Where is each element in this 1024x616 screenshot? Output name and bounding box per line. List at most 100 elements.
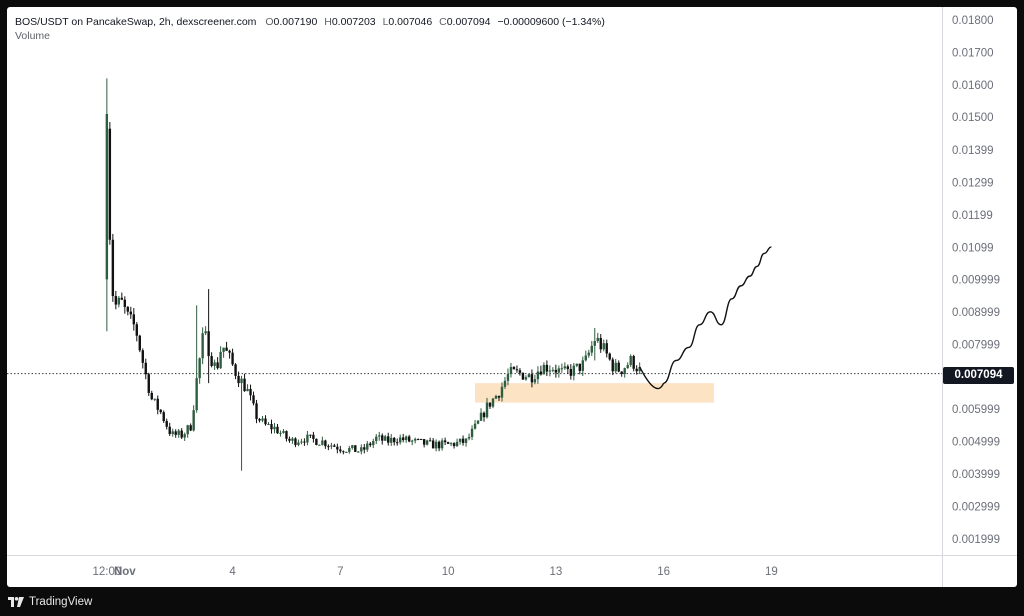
projection-path [663,246,772,384]
candle-body [539,371,543,375]
candle-body [620,371,623,374]
candle-body [404,436,408,441]
candle-body [357,451,360,453]
candle-body [431,440,435,449]
candle-body [342,451,345,453]
candle-body [186,425,189,435]
candle-body [138,335,141,351]
candle-body [195,378,198,411]
candle-body [108,128,112,240]
candle-body [171,431,174,435]
candle-body [458,438,462,442]
x-tick-label: 10 [442,566,455,578]
candle-body [503,380,507,387]
y-tick-label: 0.01399 [952,145,994,157]
candle-body [491,398,495,407]
x-tick-label: 19 [765,566,778,578]
y-tick-label: 0.002999 [952,501,1000,513]
candle-body [396,442,399,444]
candle-body [488,402,492,407]
candle-body [360,447,363,452]
candle-body [150,392,153,400]
candle-body [416,438,420,440]
candle-body [348,447,351,452]
candle-body [315,438,318,445]
candle-body [297,442,300,445]
candle-body [410,440,414,442]
volume-label: Volume [15,30,51,42]
candle-body [617,362,620,372]
candle-body [440,440,444,449]
chart-panel[interactable]: 0.01800 0.01700 0.01600 0.01500 0.01399 0.012… [7,7,1017,587]
candle-body [542,364,546,375]
y-tick-label: 0.01099 [952,242,994,254]
candle-body [228,350,231,353]
candle-body [599,338,602,350]
candle-body [177,430,180,435]
candle-body [141,350,144,363]
candle-body [201,333,204,359]
candle-body [387,436,390,443]
low-label: L [382,16,389,28]
candle-body [255,403,258,420]
y-tick-label: 0.01500 [952,112,994,124]
candle-body [240,378,243,384]
candle-body [231,352,234,365]
candle-body [192,410,195,431]
candle-body [129,311,133,315]
candle-body [608,353,611,360]
y-tick-label: 0.001999 [952,534,1000,546]
candle-body [219,351,222,369]
y-tick-label: 0.01700 [952,47,994,59]
candle-body [285,431,288,439]
tradingview-footer[interactable]: TradingView [8,594,92,610]
candle-body [135,324,138,336]
candle-body [515,369,519,371]
projection-connector [639,366,665,390]
candle-body [267,423,270,425]
candle-body [327,446,330,448]
candle-body [611,359,614,372]
price-chart[interactable]: 0.01800 0.01700 0.01600 0.01500 0.01399 0.012… [7,7,1017,587]
candle-body [258,419,261,421]
candle-body [168,426,171,435]
candle-body [276,426,279,434]
candle-body [506,374,510,381]
symbol-title: BOS/USDT on PancakeSwap, 2h, dexscreener… [15,16,257,28]
candle-body [243,378,246,392]
candle-body [189,425,192,431]
candle-body [333,445,336,447]
close-value: 0.007094 [446,16,491,28]
y-tick-label: 0.01299 [952,177,994,189]
candle-body [222,347,225,352]
candle-body [626,365,629,369]
candle-body [509,367,513,375]
candle-body [213,362,216,366]
candle-body [105,114,109,280]
candle-body [225,347,228,351]
candle-body [602,343,605,350]
candle-body [527,374,531,378]
candle-body [126,306,130,312]
candle-body [216,362,219,369]
candle-body [372,441,375,446]
candle-body [638,366,641,372]
candle-body [249,388,252,396]
candle-body [455,441,459,447]
candle-body [485,402,489,418]
candle-body [306,434,309,443]
candle-body [324,440,327,447]
candle-body [632,356,635,369]
candle-body [291,438,294,441]
candle-body [294,438,297,445]
candle-body [354,445,357,452]
candle-body [375,436,378,442]
candle-body [494,395,498,399]
change-value: −0.00009600 (−1.34%) [497,16,605,28]
candle-body [144,362,147,375]
candle-body [300,441,303,443]
low-value: 0.007046 [388,16,433,28]
candle-body [575,363,579,366]
candle-body [345,451,348,453]
